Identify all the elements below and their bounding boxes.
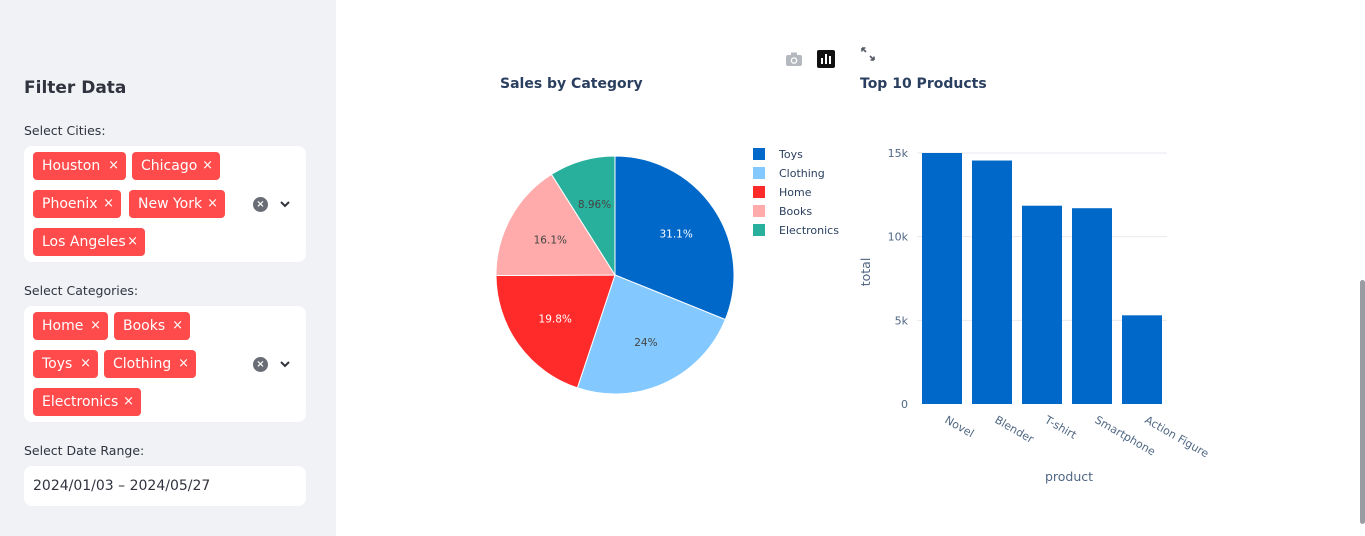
bar-t-shirt[interactable] [1022,205,1062,404]
y-tick-label: 10k [888,231,909,244]
y-axis-title: total [858,258,873,287]
pie-slice-label: 16.1% [534,235,567,247]
city-tag[interactable]: Los Angeles × [33,228,145,256]
clear-all-icon[interactable]: × [253,357,268,372]
category-tag[interactable]: Toys × [33,350,98,378]
city-tag[interactable]: Phoenix × [33,190,121,218]
y-tick-label: 0 [901,398,908,411]
x-tick-label: T-shirt [1042,413,1080,442]
pie-slice-label: 19.8% [539,313,572,325]
pie-slice-clothing[interactable] [576,274,726,395]
bar-chart-icon[interactable] [817,50,835,68]
tag-label: Phoenix [42,196,98,212]
legend-swatch[interactable] [753,205,765,217]
tag-label: Books [123,318,166,334]
y-tick-label: 15k [888,147,909,160]
date-range-input[interactable]: 2024/01/03 – 2024/05/27 [24,466,306,506]
bar-novel[interactable] [922,153,962,404]
pie-chart-title: Sales by Category [500,76,643,92]
pie-slice-electronics[interactable] [550,155,616,277]
tag-label: Houston [42,158,101,174]
clear-all-icon[interactable]: × [253,197,268,212]
pie-chart: 31.1% 24% 19.8% 16.1% 8.96% Toys Clothing Home B… [495,148,839,395]
pie-slice-label: 31.1% [659,229,692,241]
legend-swatch[interactable] [753,224,765,236]
remove-tag-icon[interactable]: × [90,318,101,333]
remove-tag-icon[interactable]: × [207,196,218,211]
legend-swatch[interactable] [753,148,765,160]
city-tag[interactable]: New York × [129,190,225,218]
remove-tag-icon[interactable]: × [202,158,213,173]
y-tick-label: 5k [895,314,909,327]
remove-tag-icon[interactable]: × [127,234,138,249]
x-tick-label: Blender [993,413,1037,446]
pie-slice-toys[interactable] [614,155,735,321]
legend-item-books[interactable]: Books [779,205,812,218]
tag-label: Electronics [42,394,119,410]
scrollbar[interactable] [1360,280,1365,524]
sidebar-title: Filter Data [24,78,127,98]
categories-multiselect[interactable]: Home × Books × Toys × Clothing × Electro… [24,306,306,422]
category-tag[interactable]: Electronics × [33,388,141,416]
bar-chart-title: Top 10 Products [860,76,987,92]
pie-slice-label: 24% [634,337,657,349]
legend-item-home[interactable]: Home [779,186,812,199]
category-tag[interactable]: Home × [33,312,108,340]
fullscreen-icon[interactable] [860,46,876,62]
category-tag[interactable]: Books × [114,312,190,340]
cities-multiselect[interactable]: Houston × Chicago × Phoenix × New York ×… [24,146,306,262]
tag-label: Chicago [141,158,198,174]
remove-tag-icon[interactable]: × [103,196,114,211]
legend-item-electronics[interactable]: Electronics [779,224,839,237]
pie-slice-books[interactable] [495,173,616,277]
remove-tag-icon[interactable]: × [123,394,134,409]
remove-tag-icon[interactable]: × [172,318,183,333]
tag-label: New York [138,196,203,212]
remove-tag-icon[interactable]: × [80,356,91,371]
city-tag[interactable]: Chicago × [132,152,220,180]
legend-item-clothing[interactable]: Clothing [779,167,825,180]
remove-tag-icon[interactable]: × [178,356,189,371]
bar-smartphone[interactable] [1072,208,1112,404]
camera-icon[interactable] [785,51,803,67]
x-tick-label: Novel [943,413,977,440]
tag-label: Toys [42,356,73,372]
x-axis-title: product [1045,469,1093,484]
chevron-down-icon[interactable] [279,358,291,370]
city-tag[interactable]: Houston × [33,152,126,180]
legend-swatch[interactable] [753,167,765,179]
bar-blender[interactable] [972,160,1012,404]
remove-tag-icon[interactable]: × [108,158,119,173]
legend-item-toys[interactable]: Toys [778,148,803,161]
legend-swatch[interactable] [753,186,765,198]
date-range-label: Select Date Range: [24,443,145,458]
pie-slice-label: 8.96% [578,199,611,211]
cities-label: Select Cities: [24,123,106,138]
category-tag[interactable]: Clothing × [104,350,196,378]
sidebar: Filter Data Select Cities: Houston × Chi… [0,0,336,536]
tag-label: Clothing [113,356,172,372]
bar-action-figure[interactable] [1122,315,1162,404]
chevron-down-icon[interactable] [279,198,291,210]
pie-slice-home[interactable] [495,274,616,389]
tag-label: Home [42,318,84,334]
categories-label: Select Categories: [24,283,139,298]
tag-label: Los Angeles [42,234,126,250]
